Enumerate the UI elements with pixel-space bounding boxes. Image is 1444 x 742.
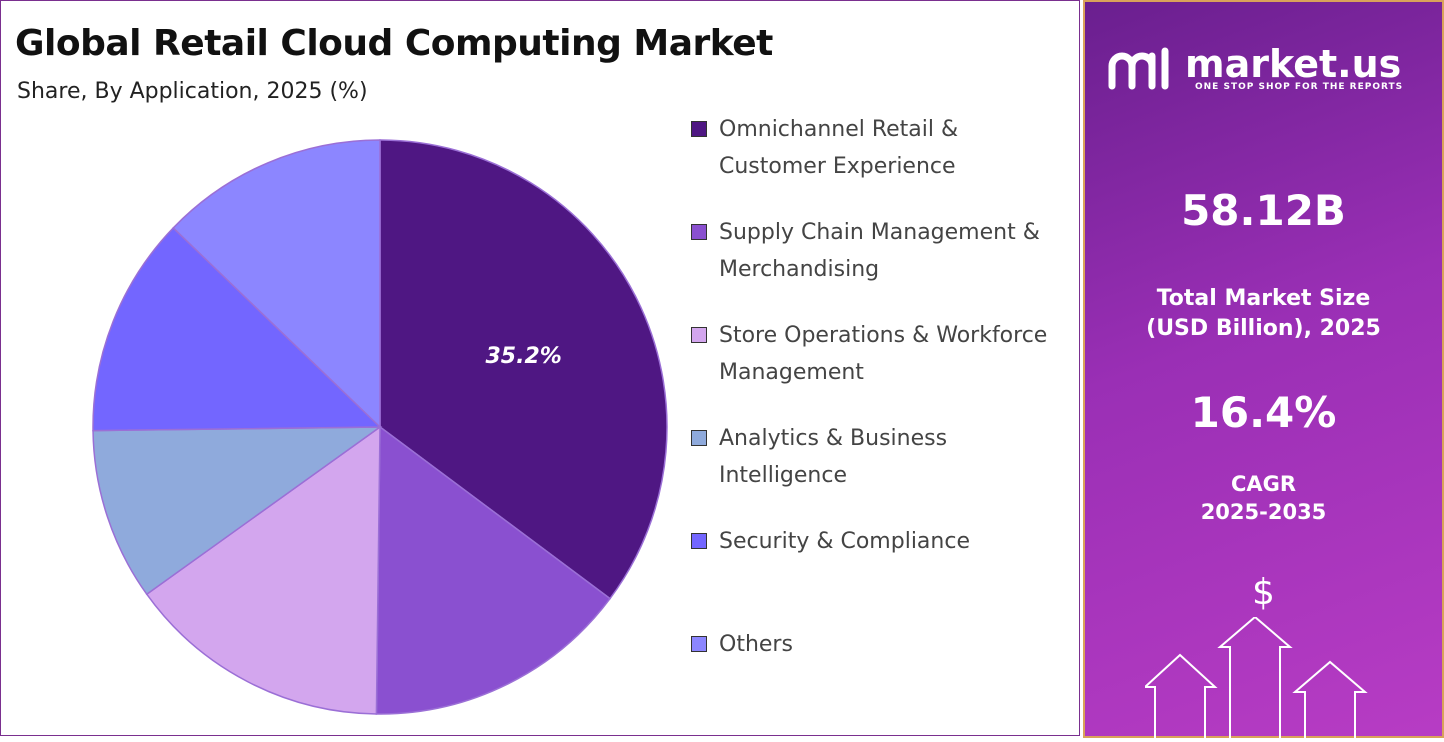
legend-label: Security & Compliance <box>719 529 970 554</box>
legend-item: Omnichannel Retail & Customer Experience <box>691 111 1061 185</box>
market-size-label: Total Market Size (USD Billion), 2025 <box>1146 286 1381 341</box>
currency-symbol: $ <box>1252 572 1275 613</box>
cagr-label: CAGR <box>1230 472 1297 496</box>
legend-label: Analytics & Business Intelligence <box>719 426 948 488</box>
tagline: ONE STOP SHOP FOR THE REPORTS <box>1195 82 1404 92</box>
pie-slice <box>172 139 381 429</box>
brand: market.us <box>1185 42 1402 86</box>
market-size: 58.12B <box>1181 186 1346 235</box>
legend-label: Omnichannel Retail & Customer Experience <box>719 117 959 179</box>
pie-slice <box>375 425 612 715</box>
legend-label: Others <box>719 632 793 657</box>
pie-slice <box>145 425 381 715</box>
legend-item: Supply Chain Management & Merchandising <box>691 214 1061 288</box>
legend-swatch <box>691 224 707 240</box>
pie-slice <box>379 139 668 600</box>
sidebar: market.us ONE STOP SHOP FOR THE REPORTS … <box>1083 0 1444 742</box>
legend-item: Store Operations & Workforce Management <box>691 317 1061 391</box>
legend-swatch <box>691 636 707 652</box>
chart-panel: Global Retail Cloud Computing Market Sha… <box>0 0 1080 736</box>
pie-slice <box>92 426 383 596</box>
data-label: 35.2% <box>485 344 561 369</box>
legend-label: Supply Chain Management & Merchandising <box>719 220 1040 282</box>
brand-logo <box>1108 47 1169 90</box>
legend-item: Security & Compliance <box>691 523 1061 560</box>
arrows <box>1145 617 1368 742</box>
legend-swatch <box>691 430 707 446</box>
legend-swatch <box>691 327 707 343</box>
legend-swatch <box>691 533 707 549</box>
chart-title: Global Retail Cloud Computing Market <box>15 23 773 64</box>
cagr: 16.4% <box>1190 388 1337 437</box>
cagr-years: 2025-2035 <box>1200 500 1327 524</box>
legend-label: Store Operations & Workforce Management <box>719 323 1048 385</box>
legend-item: Others <box>691 626 1061 663</box>
legend-item: Analytics & Business Intelligence <box>691 420 1061 494</box>
legend-swatch <box>691 121 707 137</box>
pie-slice <box>92 226 382 432</box>
pie-chart: 35.2% <box>92 139 668 715</box>
chart-subtitle: Share, By Application, 2025 (%) <box>17 79 368 104</box>
